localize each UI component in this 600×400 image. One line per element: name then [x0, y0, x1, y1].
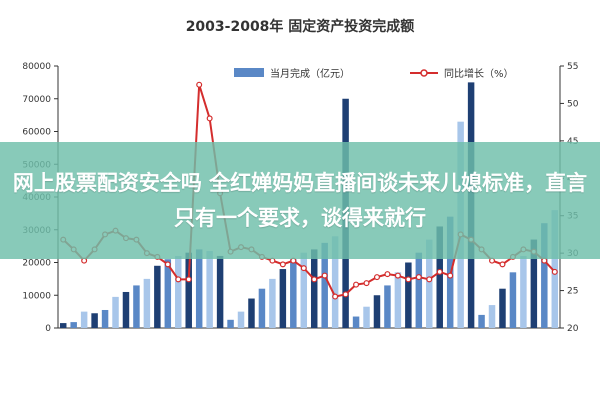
bar [133, 285, 140, 328]
legend-bar-swatch [234, 68, 264, 77]
y-tick-left-label: 80000 [22, 62, 51, 72]
bar [499, 288, 506, 328]
y-tick-left-label: 0 [45, 324, 51, 334]
news-headline-text: 网上股票配资安全吗 全红婵妈妈直播间谈未来儿媳标准，直言只有一个要求，谈得来就行 [12, 170, 588, 230]
bar [488, 305, 496, 328]
line-point [353, 281, 360, 288]
bar [331, 236, 339, 328]
line-point [206, 115, 213, 122]
bar [216, 255, 224, 328]
y-tick-left-label: 70000 [22, 95, 51, 105]
bar [415, 252, 423, 328]
line-point [551, 268, 558, 275]
bar [290, 259, 297, 328]
line-point [321, 272, 328, 279]
line-point [499, 261, 506, 268]
bar [143, 278, 151, 328]
bar [112, 296, 119, 328]
line-point [332, 293, 339, 300]
bar [363, 306, 370, 328]
bar [352, 316, 360, 328]
line-point [279, 261, 286, 268]
bar [122, 291, 130, 328]
line-point [394, 272, 401, 279]
line-point [373, 274, 380, 281]
legend-line-label: 同比增长（%） [444, 67, 514, 80]
bar [405, 262, 412, 328]
line-point [415, 274, 422, 281]
bar [541, 223, 548, 328]
bar [520, 255, 527, 328]
legend-line-marker [420, 69, 428, 77]
line-point [342, 291, 349, 298]
bar [91, 313, 98, 328]
bar [154, 265, 161, 328]
y-tick-left-label: 10000 [22, 291, 51, 301]
line-point [300, 265, 307, 272]
bar [509, 272, 517, 328]
bar [373, 295, 381, 328]
y-tick-right-label: 25 [567, 287, 578, 297]
bar [478, 314, 485, 328]
y-tick-right-label: 20 [567, 324, 579, 334]
bar [258, 288, 266, 328]
y-tick-right-label: 55 [567, 62, 578, 72]
line-point [436, 268, 443, 275]
bar [269, 278, 276, 328]
line-point [164, 261, 171, 268]
bar [80, 311, 88, 328]
bar [300, 252, 308, 328]
line-point [196, 81, 203, 88]
bar [394, 272, 402, 328]
line-point [447, 272, 454, 279]
news-headline-banner[interactable]: 网上股票配资安全吗 全红婵妈妈直播间谈未来儿媳标准，直言只有一个要求，谈得来就行 [0, 142, 600, 259]
legend: 当月完成（亿元） 同比增长（%） [234, 67, 514, 80]
bar [384, 285, 391, 328]
chart-title: 2003-2008年 固定资产投资完成额 [186, 18, 415, 35]
bar [310, 249, 318, 328]
bar [164, 259, 172, 328]
bar [530, 239, 538, 328]
line-point [405, 276, 412, 283]
bar [227, 319, 234, 328]
bar [436, 226, 443, 328]
line-point [175, 276, 182, 283]
bar [101, 309, 109, 328]
bar [175, 255, 182, 328]
line-point [185, 276, 192, 283]
y-tick-right-label: 45 [567, 137, 578, 147]
bar [426, 239, 433, 328]
legend-bar-label: 当月完成（亿元） [270, 67, 350, 80]
line-point [426, 276, 433, 283]
bar [279, 269, 287, 328]
y-tick-left-label: 20000 [22, 259, 51, 269]
line-point [363, 280, 370, 287]
bar [321, 242, 328, 328]
bar [195, 249, 203, 328]
bar [70, 322, 77, 328]
bar [206, 251, 213, 328]
bar [185, 252, 192, 328]
line-point [384, 271, 391, 278]
bar [248, 298, 255, 328]
y-tick-right-label: 50 [567, 99, 579, 109]
line-point [311, 276, 318, 283]
bar [237, 311, 245, 328]
y-tick-left-label: 60000 [22, 128, 51, 138]
bar [59, 323, 67, 328]
